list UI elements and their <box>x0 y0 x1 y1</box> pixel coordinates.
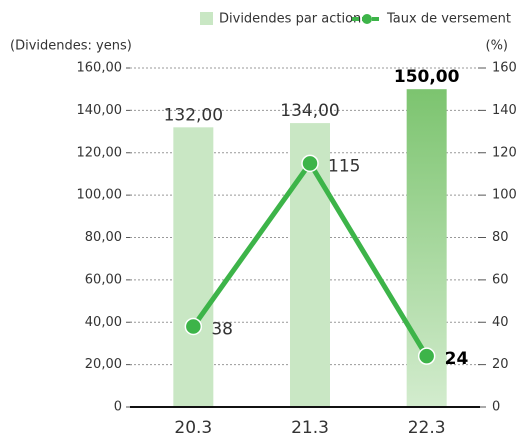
y-tick-label: 40,00 <box>85 315 122 330</box>
y2-tick-label: 100 <box>492 188 517 203</box>
x-tick-label: 20.3 <box>174 418 212 437</box>
y2-tick-label: 140 <box>492 103 517 118</box>
legend-label: Dividendes par action <box>219 12 361 27</box>
y-tick-label: 100,00 <box>77 188 123 203</box>
legend-label: Taux de versement <box>386 12 511 27</box>
y2-tick-label: 160 <box>492 61 517 76</box>
y-tick-label: 20,00 <box>85 357 122 372</box>
x-tick-label: 21.3 <box>291 418 329 437</box>
y2-axis-title: (%) <box>486 39 509 54</box>
y-tick-label: 140,00 <box>77 103 123 118</box>
x-tick-label: 22.3 <box>408 418 446 437</box>
line-point <box>184 317 203 336</box>
legend-swatch <box>362 14 372 24</box>
y2-tick-label: 0 <box>492 400 500 415</box>
bar-value-label: 134,00 <box>280 101 339 121</box>
y-tick-label: 60,00 <box>85 272 122 287</box>
line-point <box>301 154 319 173</box>
line-value-label: 38 <box>211 319 233 339</box>
y2-tick-label: 60 <box>492 272 509 287</box>
y-tick-label: 80,00 <box>85 230 122 245</box>
bar <box>173 127 214 407</box>
y-tick-label: 0 <box>114 400 122 415</box>
line-value-label: 24 <box>445 349 469 369</box>
line-point <box>417 347 436 365</box>
bar-value-label: 150,00 <box>394 67 460 87</box>
y-tick-label: 160,00 <box>77 61 123 76</box>
bar-value-label: 132,00 <box>164 105 223 125</box>
y-axis-title: (Dividendes: yens) <box>10 39 132 54</box>
y2-tick-label: 120 <box>492 145 517 160</box>
line-value-label: 115 <box>328 156 360 176</box>
legend-swatch <box>200 12 213 25</box>
y2-tick-label: 20 <box>492 357 509 372</box>
y2-tick-label: 40 <box>492 315 509 330</box>
y-tick-label: 120,00 <box>77 145 123 160</box>
y2-tick-label: 80 <box>492 230 509 245</box>
